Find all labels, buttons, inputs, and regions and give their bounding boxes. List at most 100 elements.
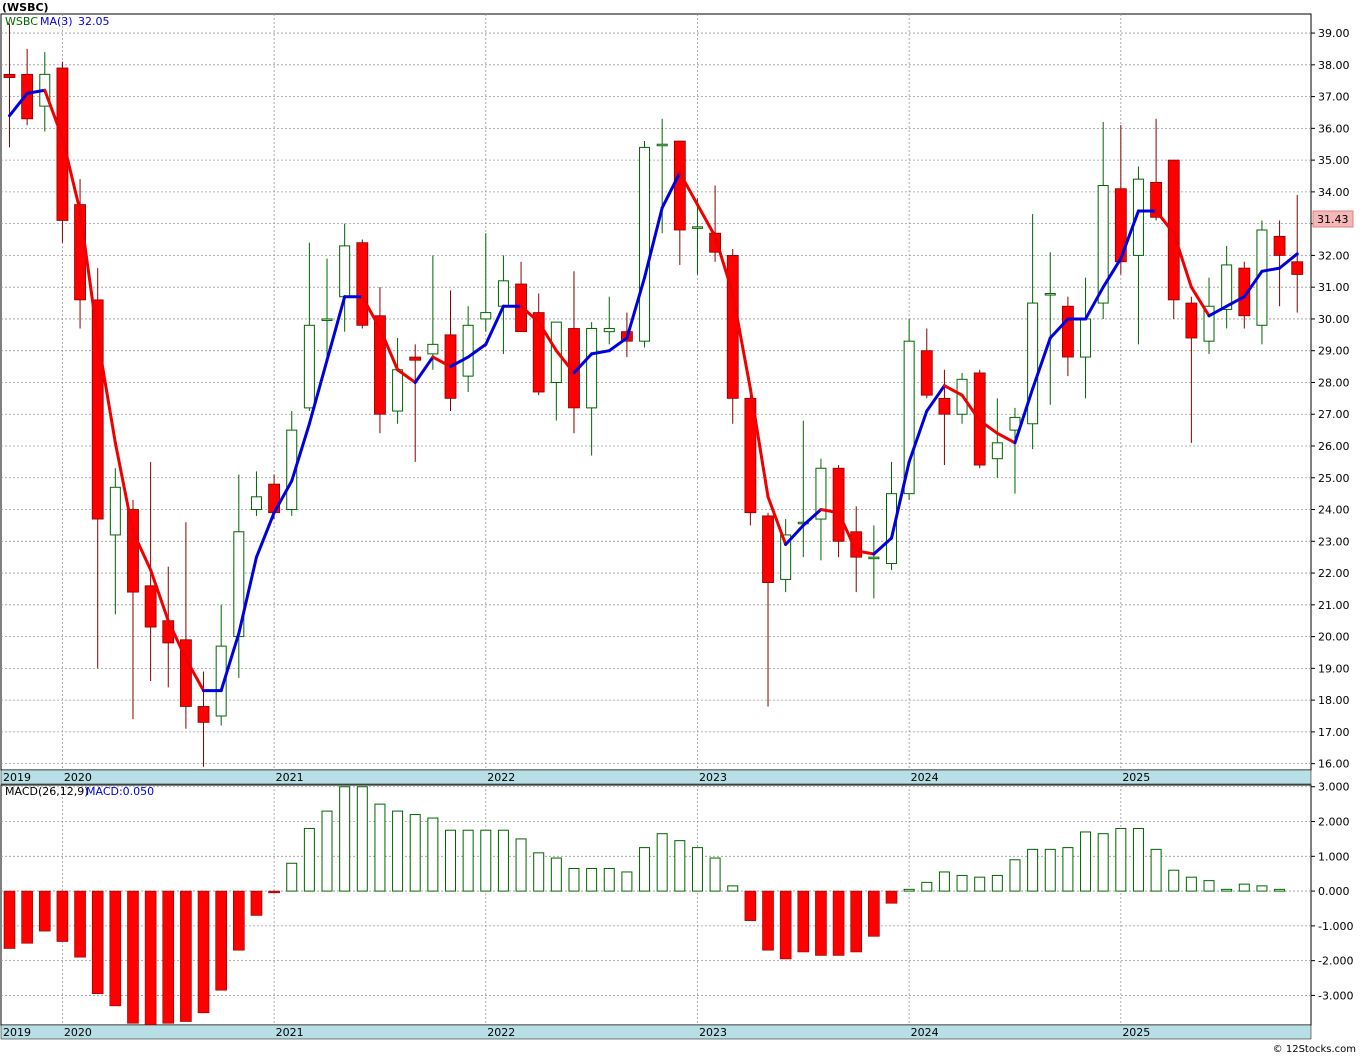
ma-segment <box>854 549 876 556</box>
price-tick-label: 38.00 <box>1318 59 1350 72</box>
macd-tick-label: 3.000 <box>1318 781 1350 794</box>
ma-segment <box>466 342 488 359</box>
ma-segment <box>784 523 805 546</box>
ma-legend: MA(3) <box>40 15 73 28</box>
macd-legend: MACD(26,12,9) <box>5 785 89 798</box>
macd-bar-negative <box>885 890 898 904</box>
ma-segment <box>1172 231 1193 289</box>
candle-body <box>374 315 386 415</box>
ma-segment <box>360 295 382 330</box>
candle-body <box>109 486 121 536</box>
price-tick-label: 30.00 <box>1318 313 1350 326</box>
candle-up <box>603 296 615 345</box>
macd-bar-negative <box>56 890 69 942</box>
candle-body <box>1044 293 1056 296</box>
candle-down <box>832 465 845 558</box>
macd-bar-positive <box>497 829 509 892</box>
macd-bar-positive <box>339 786 351 892</box>
candle-body <box>3 73 16 78</box>
ma-segment <box>1242 269 1264 299</box>
macd-bar-negative <box>3 890 16 949</box>
candle-body <box>497 280 509 307</box>
candle-body <box>762 515 774 583</box>
ma-segment <box>325 295 347 362</box>
macd-bar-negative <box>779 890 792 960</box>
candle-down <box>179 522 192 729</box>
ma-segment <box>43 88 64 140</box>
ma-segment <box>1260 266 1282 273</box>
ma-segment <box>149 568 170 623</box>
candle-down <box>532 293 545 396</box>
macd-bar-positive <box>727 885 739 892</box>
ma-segment <box>1048 317 1070 340</box>
candle-body <box>462 324 474 377</box>
candle-body <box>1114 188 1127 263</box>
ma-segment <box>890 460 911 540</box>
candle-body <box>938 397 951 415</box>
candle-body <box>1097 185 1109 304</box>
price-tick-label: 36.00 <box>1318 122 1350 135</box>
candle-up <box>868 525 880 599</box>
x-tick-label: 2025 <box>1122 1026 1150 1039</box>
candle-down <box>127 500 139 720</box>
macd-bar-positive <box>515 838 527 892</box>
candle-body <box>1062 305 1074 358</box>
last-price-value: 31.43 <box>1317 213 1349 226</box>
price-tick-label: 16.00 <box>1318 758 1350 771</box>
macd-bar-negative <box>144 890 157 1028</box>
ma-segment <box>819 508 841 515</box>
macd-bar-negative <box>21 890 33 944</box>
ma-segment <box>837 511 858 553</box>
price-tick-label: 29.00 <box>1318 345 1350 358</box>
candle-body <box>1185 302 1198 339</box>
ma-segment <box>449 355 470 369</box>
ma-segment <box>695 203 717 238</box>
candle-up <box>480 233 492 332</box>
candle-up <box>639 141 651 348</box>
price-tick-label: 19.00 <box>1318 662 1350 675</box>
price-tick-label: 17.00 <box>1318 726 1350 739</box>
ma-segment <box>554 349 576 375</box>
candle-body <box>1238 267 1251 317</box>
ma-segment <box>184 657 206 693</box>
price-tick-label: 37.00 <box>1318 91 1350 104</box>
candle-body <box>673 140 686 231</box>
macd-bar-positive <box>921 881 933 892</box>
candle-down <box>762 512 774 707</box>
x-tick-label: 2025 <box>1122 771 1150 784</box>
candle-body <box>303 324 315 409</box>
ma-segment <box>254 511 276 559</box>
candle-body <box>1291 261 1304 275</box>
candle-body <box>1132 178 1144 256</box>
ma-segment <box>625 276 647 340</box>
candle-down <box>920 328 933 399</box>
candle-body <box>868 556 880 560</box>
macd-bar-negative <box>762 890 774 951</box>
candle-up <box>250 471 262 516</box>
candle-down <box>1185 296 1198 443</box>
candle-body <box>480 312 492 320</box>
x-axis-labels-top: 2019 2020 2021 2022 2023 2024 2025 <box>3 771 1150 784</box>
ma-segment <box>537 320 558 353</box>
ma-segment <box>219 631 241 693</box>
macd-bar-positive <box>1097 833 1109 892</box>
ma-segment <box>396 368 417 384</box>
ma-segment <box>731 292 752 391</box>
candle-body <box>780 534 792 580</box>
candle-up <box>903 318 915 500</box>
ma-segment <box>907 409 929 464</box>
ma-segment <box>378 326 400 372</box>
macd-bar-positive <box>1256 885 1268 892</box>
ma-segment <box>801 508 823 527</box>
price-tick-label: 34.00 <box>1318 186 1350 199</box>
macd-bar-positive <box>1185 876 1197 892</box>
candle-up <box>780 519 792 593</box>
macd-tick-label: 0.000 <box>1318 885 1350 898</box>
candle-body <box>21 73 34 120</box>
candle-body <box>1273 235 1286 256</box>
ma-segment <box>1119 209 1140 261</box>
macd-bar-positive <box>1080 831 1092 892</box>
last-price-badge <box>1312 210 1354 228</box>
ma-segment <box>572 352 594 375</box>
macd-bar-positive <box>709 857 721 892</box>
